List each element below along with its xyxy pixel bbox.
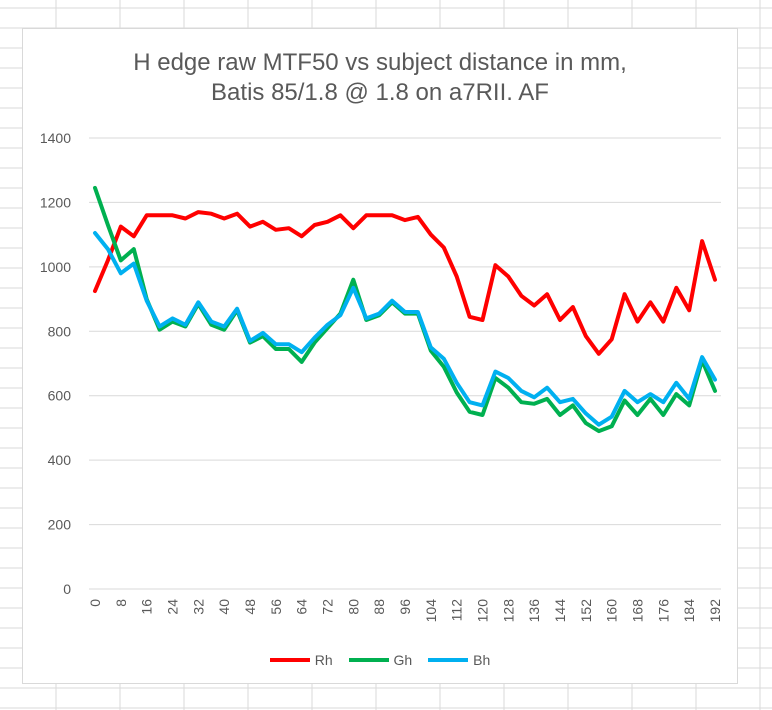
x-tick-label: 32 <box>190 599 206 615</box>
legend-item-bh: Bh <box>428 652 490 668</box>
x-tick-label: 120 <box>475 599 491 623</box>
legend-item-gh: Gh <box>348 652 413 668</box>
series-line-bh <box>93 231 717 427</box>
y-tick-label: 1400 <box>40 130 71 146</box>
legend-label-bh: Bh <box>473 652 491 668</box>
legend-swatch-gh <box>348 658 389 662</box>
chart-title-line-2: Batis 85/1.8 @ 1.8 on a7RII. AF <box>211 79 549 106</box>
x-tick-label: 64 <box>294 599 310 615</box>
y-tick-label: 400 <box>48 452 72 468</box>
x-tick-label: 16 <box>139 599 155 615</box>
legend-label-rh: Rh <box>314 652 333 668</box>
x-tick-label: 112 <box>449 599 465 622</box>
x-tick-label: 128 <box>500 599 516 623</box>
x-tick-label: 168 <box>630 599 646 623</box>
legend-swatch-bh <box>428 658 469 662</box>
x-tick-label: 72 <box>320 599 336 615</box>
plot-area: 0 200 400 600 800 1000 1200 1400 0 8 16 24 32 40 48 56 6… <box>40 130 723 623</box>
legend: Rh Gh Bh <box>23 649 737 668</box>
x-tick-label: 104 <box>423 599 439 623</box>
x-tick-label: 56 <box>268 599 284 615</box>
x-tick-label: 8 <box>113 599 129 607</box>
x-tick-label: 184 <box>681 599 697 623</box>
y-tick-label: 600 <box>48 388 72 404</box>
x-tick-label: 144 <box>552 599 568 623</box>
x-tick-label: 24 <box>165 599 181 615</box>
legend-swatch-rh <box>269 658 310 662</box>
x-tick-label: 176 <box>655 599 671 623</box>
legend-item-rh: Rh <box>269 652 333 668</box>
x-tick-label: 152 <box>578 599 594 623</box>
x-tick-label: 80 <box>345 599 361 615</box>
x-tick-label: 96 <box>397 599 413 615</box>
x-tick-label: 160 <box>604 599 620 623</box>
x-tick-label: 40 <box>216 599 232 615</box>
y-tick-label: 200 <box>48 517 72 533</box>
y-tick-label: 0 <box>63 581 71 597</box>
y-tick-label: 1200 <box>40 194 71 210</box>
legend-label-gh: Gh <box>393 652 413 668</box>
y-tick-label: 800 <box>48 323 72 339</box>
y-tick-label: 1000 <box>40 259 71 275</box>
chart-title-line-1: H edge raw MTF50 vs subject distance in … <box>133 49 627 76</box>
x-tick-label: 88 <box>371 599 387 615</box>
chart-area[interactable]: H edge raw MTF50 vs subject distance in … <box>22 28 738 684</box>
series-line-rh <box>93 210 717 356</box>
x-tick-label: 192 <box>707 599 723 623</box>
x-tick-label: 136 <box>526 599 542 623</box>
x-tick-label: 0 <box>87 599 103 607</box>
x-tick-label: 48 <box>242 599 258 615</box>
